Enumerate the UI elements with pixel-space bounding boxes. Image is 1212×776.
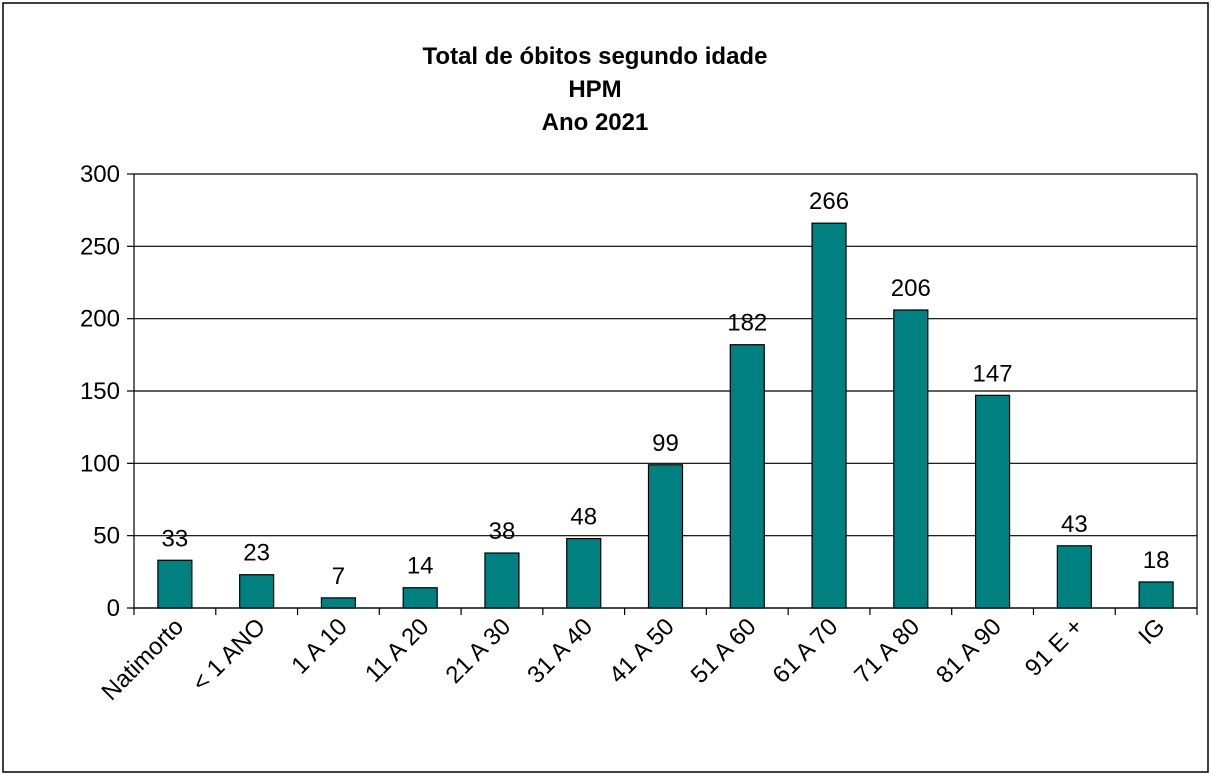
bar (647, 464, 684, 609)
y-tick-label: 300 (80, 161, 120, 188)
bar (1056, 545, 1092, 609)
bar (402, 587, 438, 609)
data-label: 266 (809, 188, 849, 215)
y-tick-label: 200 (80, 306, 120, 333)
data-label: 206 (891, 275, 931, 302)
chart-title: Total de óbitos segundo idade (423, 43, 768, 70)
bar (157, 559, 193, 609)
bar (974, 394, 1011, 609)
data-label: 38 (489, 518, 516, 545)
bar (239, 574, 275, 609)
y-tick-label: 50 (93, 523, 120, 550)
data-label: 182 (727, 310, 767, 337)
y-tick-label: 250 (80, 233, 120, 260)
chart-title: HPM (568, 76, 621, 103)
data-label: 43 (1061, 511, 1088, 538)
data-label: 18 (1143, 547, 1170, 574)
data-label: 23 (243, 540, 270, 567)
y-tick-label: 100 (80, 450, 120, 477)
data-label: 33 (162, 525, 189, 552)
data-label: 7 (332, 563, 345, 590)
y-tick-label: 150 (80, 378, 120, 405)
bar (566, 537, 602, 609)
data-label: 14 (407, 553, 434, 580)
data-label: 147 (973, 360, 1013, 387)
bar (729, 344, 765, 609)
bar (811, 222, 847, 609)
bar (484, 552, 520, 609)
y-tick-label: 0 (107, 595, 120, 622)
bar (893, 309, 929, 609)
data-label: 48 (570, 504, 597, 531)
bar (1138, 581, 1174, 609)
data-label: 99 (652, 430, 679, 457)
bar (320, 597, 357, 609)
chart-title: Ano 2021 (542, 109, 649, 136)
